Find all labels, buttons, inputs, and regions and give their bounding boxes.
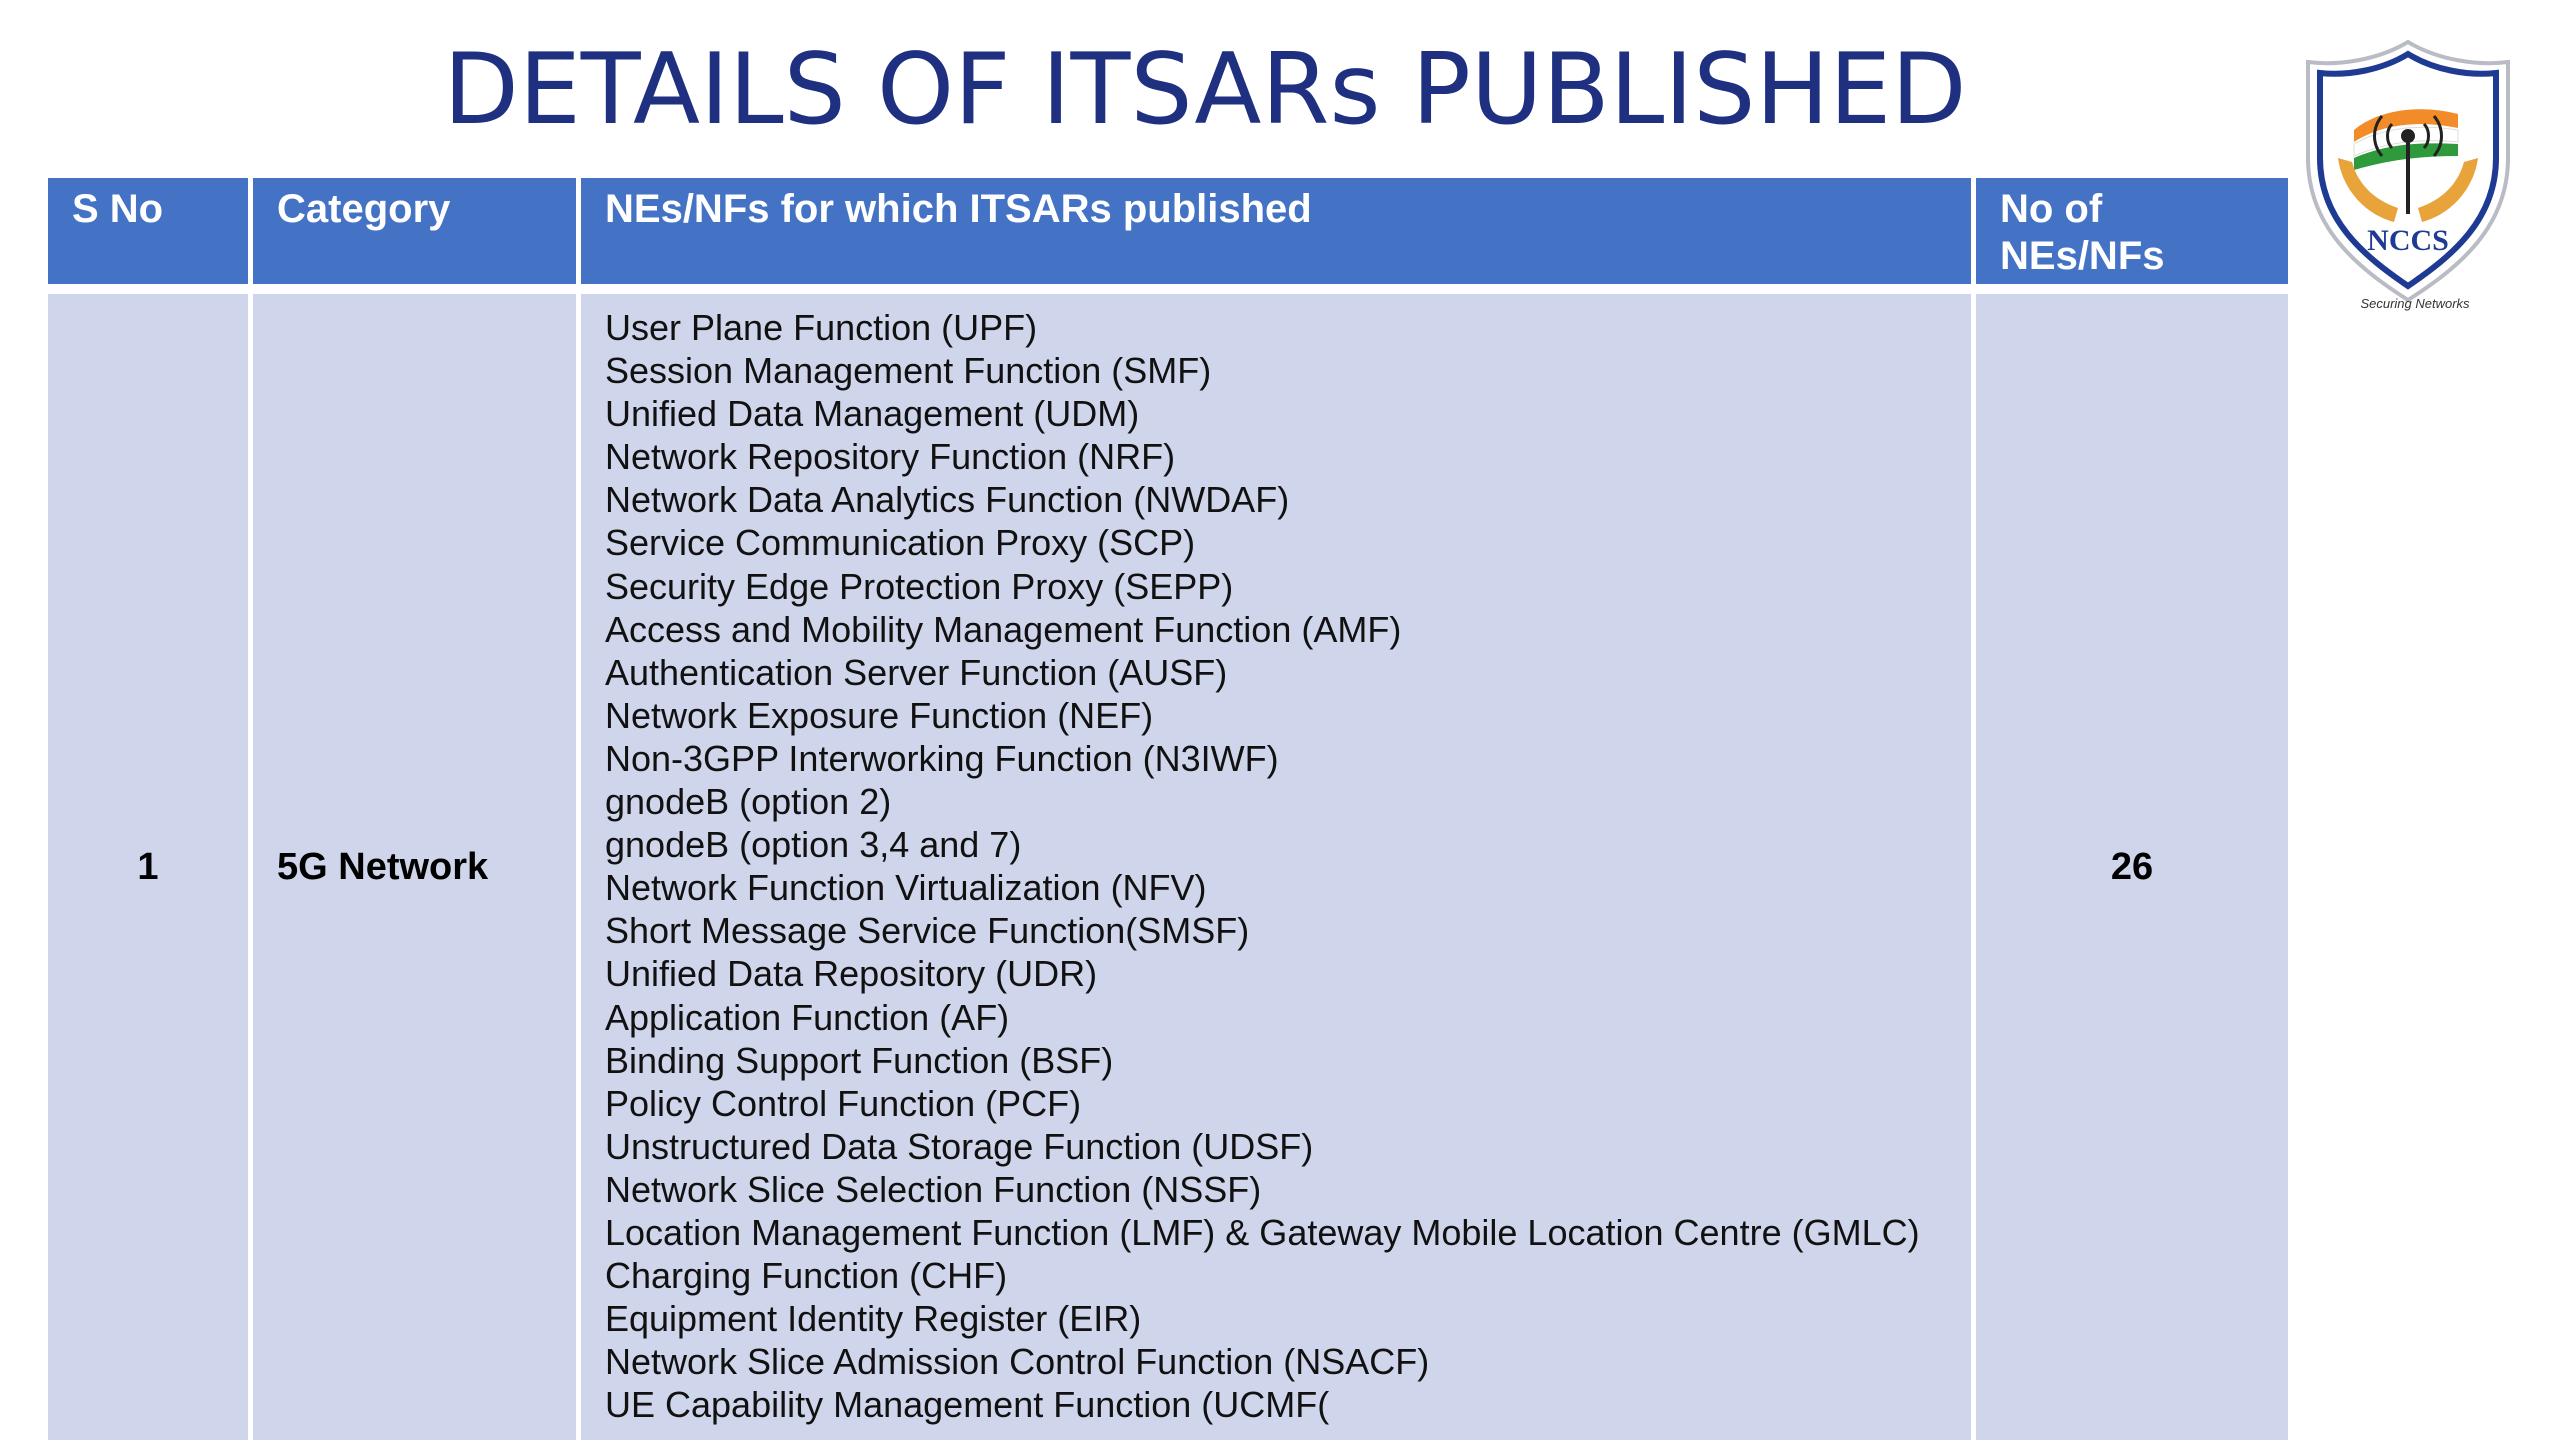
header-sno: S No: [48, 178, 253, 294]
list-item: Charging Function (CHF): [605, 1255, 1008, 1297]
list-item: Application Function (AF): [605, 996, 1010, 1038]
cell-sno: 1: [48, 294, 253, 1440]
header-category: Category: [253, 178, 581, 294]
list-item: Security Edge Protection Proxy (SEPP): [605, 565, 1234, 607]
list-item: Unstructured Data Storage Function (UDSF…: [605, 1125, 1314, 1167]
table-header-row: S No Category NEs/NFs for which ITSARs p…: [48, 178, 2288, 294]
list-item: Short Message Service Function(SMSF): [605, 910, 1250, 952]
list-item: Network Slice Admission Control Function…: [605, 1341, 1430, 1383]
header-nes-nfs: NEs/NFs for which ITSARs published: [581, 178, 1976, 294]
cell-category: 5G Network: [253, 294, 581, 1440]
table-row: 1 5G Network User Plane Function (UPF) S…: [48, 294, 2288, 1440]
list-item: Service Communication Proxy (SCP): [605, 522, 1196, 564]
list-item: Authentication Server Function (AUSF): [605, 651, 1228, 693]
list-item: Session Management Function (SMF): [605, 350, 1212, 392]
page-title: DETAILS OF ITSARs PUBLISHED: [443, 33, 1967, 147]
logo-text: NCCS: [2367, 224, 2449, 257]
list-item: UE Capability Management Function (UCMF(: [605, 1384, 1330, 1426]
list-item: Unified Data Repository (UDR): [605, 953, 1098, 995]
logo-tagline: Securing Networks: [2360, 296, 2470, 311]
list-item: Binding Support Function (BSF): [605, 1039, 1114, 1081]
list-item: User Plane Function (UPF): [605, 307, 1038, 348]
cell-count: 26: [1976, 294, 2288, 1440]
list-item: Equipment Identity Register (EIR): [605, 1298, 1142, 1340]
itsar-table: S No Category NEs/NFs for which ITSARs p…: [48, 178, 2288, 1440]
list-item: Non-3GPP Interworking Function (N3IWF): [605, 737, 1279, 779]
list-item: Unified Data Management (UDM): [605, 393, 1140, 435]
list-item: Network Repository Function (NRF): [605, 436, 1176, 478]
list-item: Network Slice Selection Function (NSSF): [605, 1168, 1262, 1210]
list-item: gnodeB (option 3,4 and 7): [605, 824, 1022, 866]
list-item: Policy Control Function (PCF): [605, 1082, 1082, 1124]
list-item: Network Exposure Function (NEF): [605, 694, 1154, 736]
list-item: Network Data Analytics Function (NWDAF): [605, 479, 1290, 521]
list-item: Access and Mobility Management Function …: [605, 608, 1402, 650]
cell-nes-nfs-list: User Plane Function (UPF) Session Manage…: [581, 294, 1976, 1440]
list-item: Location Management Function (LMF) & Gat…: [605, 1211, 1920, 1253]
list-item: Network Function Virtualization (NFV): [605, 867, 1207, 909]
nccs-shield-logo-icon: NCCS: [2306, 39, 2510, 303]
list-item: gnodeB (option 2): [605, 781, 892, 823]
header-count: No of NEs/NFs: [1976, 178, 2288, 294]
